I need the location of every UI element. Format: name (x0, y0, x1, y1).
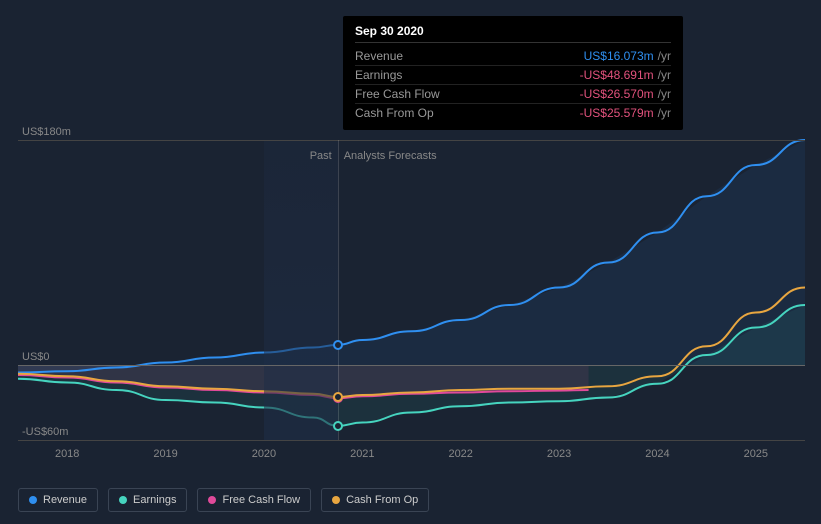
legend-swatch (119, 496, 127, 504)
tooltip-row: Revenue US$16.073m/yr (355, 47, 671, 66)
past-shade-region (264, 140, 338, 440)
series-fill-revenue (18, 140, 805, 373)
legend-item-free-cash-flow[interactable]: Free Cash Flow (197, 488, 311, 512)
y-axis-label: -US$60m (22, 426, 68, 438)
past-region-label: Past (310, 150, 332, 162)
baseline-zero (18, 365, 805, 366)
legend-swatch (332, 496, 340, 504)
tooltip-metric-label: Revenue (355, 49, 403, 63)
x-axis-label: 2018 (55, 448, 79, 460)
legend-swatch (208, 496, 216, 504)
tooltip-metric-value: -US$48.691m (580, 68, 654, 82)
baseline-bottom (18, 440, 805, 441)
chart-tooltip: Sep 30 2020 RevenueUS$16.073m/yrEarnings… (343, 16, 683, 130)
tooltip-row: Earnings -US$48.691m/yr (355, 66, 671, 85)
tooltip-date: Sep 30 2020 (355, 24, 671, 43)
tooltip-metric-value: -US$26.570m (580, 87, 654, 101)
marker-dot-earnings[interactable] (333, 421, 343, 431)
legend-item-earnings[interactable]: Earnings (108, 488, 187, 512)
y-axis-label: US$0 (22, 351, 50, 363)
baseline-top (18, 140, 805, 141)
x-axis-label: 2022 (448, 448, 472, 460)
x-axis-label: 2023 (547, 448, 571, 460)
tooltip-row: Cash From Op -US$25.579m/yr (355, 104, 671, 122)
tooltip-metric-value: -US$25.579m (580, 106, 654, 120)
tooltip-metric-label: Free Cash Flow (355, 87, 440, 101)
x-axis-label: 2020 (252, 448, 276, 460)
tooltip-metric-value: US$16.073m (584, 49, 654, 63)
marker-dot-revenue[interactable] (333, 340, 343, 350)
chart-legend: Revenue Earnings Free Cash Flow Cash From O… (18, 488, 429, 512)
forecast-region-label: Analysts Forecasts (344, 150, 437, 162)
legend-item-cash-from-op[interactable]: Cash From Op (321, 488, 429, 512)
x-axis-label: 2021 (350, 448, 374, 460)
tooltip-metric-suffix: /yr (658, 106, 671, 120)
legend-label: Free Cash Flow (222, 494, 300, 506)
legend-item-revenue[interactable]: Revenue (18, 488, 98, 512)
legend-label: Earnings (133, 494, 176, 506)
x-axis-label: 2024 (645, 448, 669, 460)
x-axis-label: 2019 (153, 448, 177, 460)
x-axis-label: 2025 (744, 448, 768, 460)
y-axis-label: US$180m (22, 126, 71, 138)
legend-label: Cash From Op (346, 494, 418, 506)
tooltip-metric-label: Cash From Op (355, 106, 434, 120)
tooltip-metric-suffix: /yr (658, 68, 671, 82)
tooltip-row: Free Cash Flow -US$26.570m/yr (355, 85, 671, 104)
tooltip-metric-suffix: /yr (658, 87, 671, 101)
legend-swatch (29, 496, 37, 504)
marker-dot-cfo[interactable] (333, 392, 343, 402)
tooltip-metric-suffix: /yr (658, 49, 671, 63)
tooltip-metric-label: Earnings (355, 68, 402, 82)
legend-label: Revenue (43, 494, 87, 506)
financial-chart: US$180m US$0 -US$60m 2018 2019 2020 2021 2022 2… (0, 0, 821, 524)
